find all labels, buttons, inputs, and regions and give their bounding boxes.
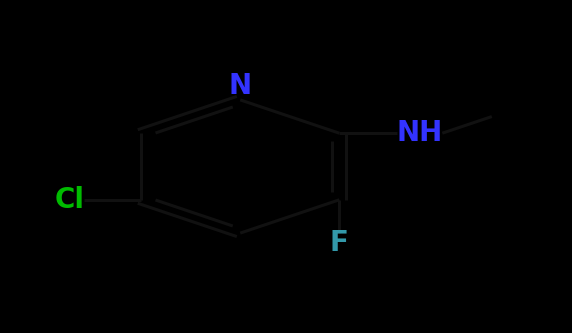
- Text: Cl: Cl: [55, 186, 85, 214]
- Text: N: N: [229, 72, 252, 100]
- Text: NH: NH: [396, 119, 443, 147]
- Text: F: F: [330, 229, 349, 257]
